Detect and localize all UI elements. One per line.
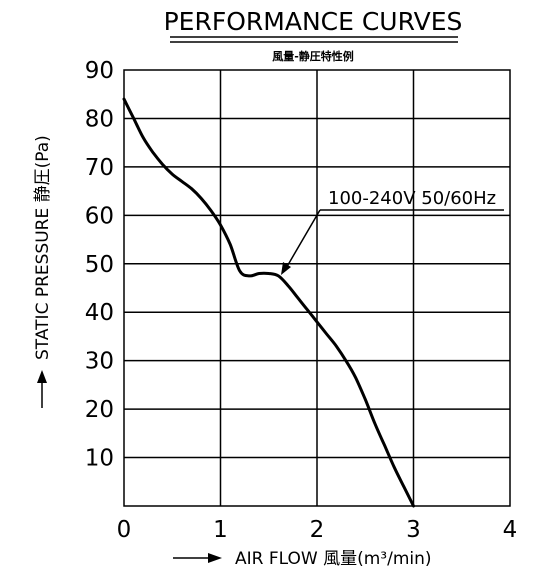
y-tick-label: 80 [85, 106, 114, 132]
y-axis-label-group: STATIC PRESSURE 静圧(Pa) [33, 135, 53, 408]
y-tick-label: 70 [85, 155, 114, 181]
x-tick-labels: 0 1 2 3 4 [117, 517, 518, 543]
voltage-annotation: 100-240V 50/60Hz [328, 188, 496, 209]
y-axis-arrowhead [37, 370, 47, 383]
x-tick-label: 1 [213, 517, 228, 543]
annotation-arrowhead [281, 262, 291, 275]
x-axis-label-group: AIR FLOW 風量(m³/min) [173, 549, 432, 569]
y-tick-label: 90 [85, 58, 114, 84]
y-tick-label: 50 [85, 252, 114, 278]
x-tick-label: 3 [406, 517, 421, 543]
y-tick-label: 60 [85, 203, 114, 229]
x-tick-label: 2 [310, 517, 325, 543]
chart-subtitle: 風量-静圧特性例 [272, 49, 354, 63]
y-tick-label: 40 [85, 300, 114, 326]
grid [123, 69, 511, 507]
x-axis-label: AIR FLOW 風量(m³/min) [235, 549, 432, 569]
y-axis-label: STATIC PRESSURE 静圧(Pa) [33, 135, 53, 360]
series-line [122, 97, 415, 508]
y-tick-label: 10 [85, 446, 114, 472]
annotation-leader [284, 209, 321, 271]
y-tick-label: 30 [85, 349, 114, 375]
chart-title: PERFORMANCE CURVES [164, 7, 463, 36]
y-tick-label: 20 [85, 397, 114, 423]
y-tick-labels: 10 20 30 40 50 60 70 80 90 [85, 58, 114, 472]
x-tick-label: 0 [117, 517, 132, 543]
x-axis-arrowhead [208, 553, 222, 563]
x-tick-label: 4 [503, 517, 518, 543]
